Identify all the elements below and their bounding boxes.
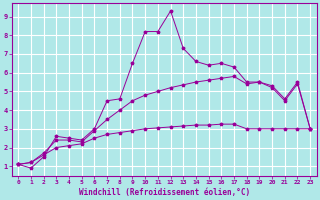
X-axis label: Windchill (Refroidissement éolien,°C): Windchill (Refroidissement éolien,°C) <box>79 188 250 197</box>
